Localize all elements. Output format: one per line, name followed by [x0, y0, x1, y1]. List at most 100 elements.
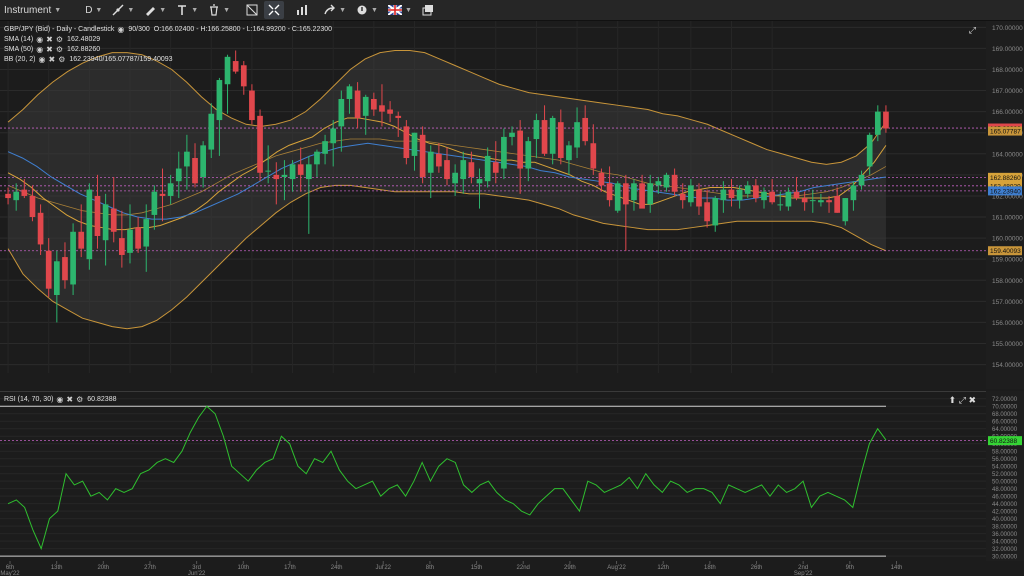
timeframe-selector[interactable]: D ▼ — [81, 1, 106, 19]
y-tick-label: 162.00000 — [992, 193, 1023, 200]
chevron-down-icon: ▼ — [404, 6, 412, 14]
gear-icon[interactable]: ⚙ — [76, 395, 84, 404]
rsi-y-tick-label: 68.00000 — [992, 412, 1018, 418]
rsi-y-tick-label: 52.00000 — [992, 472, 1018, 478]
language-button[interactable]: ▼ — [384, 1, 416, 19]
eye-icon[interactable]: ◉ — [117, 25, 125, 34]
candle-body — [127, 229, 133, 253]
candle-body — [704, 202, 710, 222]
rsi-panel-controls: ⬆ ⤢ ✖ — [949, 395, 976, 406]
chart-type-button[interactable] — [292, 1, 312, 19]
candle-body — [379, 105, 385, 112]
candle-body — [533, 120, 540, 140]
text-tool-button[interactable]: ▼ — [172, 1, 202, 19]
candle-body — [322, 141, 328, 154]
alert-icon — [357, 5, 367, 15]
candle-body — [427, 151, 434, 173]
x-tick-label: 17th — [284, 565, 296, 571]
candle-body — [70, 231, 76, 285]
gear-icon[interactable]: ⚙ — [58, 55, 66, 64]
x-tick-label: 26th — [751, 565, 763, 571]
price-chart[interactable]: 154.00000 155.00000 156.00000 157.00000 158.… — [0, 21, 1024, 389]
candle-body — [549, 117, 556, 154]
candle-body — [62, 257, 68, 281]
x-tick-label: Jul'22 — [376, 565, 392, 571]
candle-body — [598, 172, 605, 186]
candle-body — [110, 208, 117, 232]
candle-body — [13, 191, 20, 201]
rsi-y-tick-label: 58.00000 — [992, 450, 1018, 456]
brush-tool-button[interactable]: ▼ — [140, 1, 170, 19]
timeframe-label: D — [85, 4, 93, 16]
candle-body — [362, 96, 369, 116]
eye-icon[interactable]: ◉ — [36, 45, 44, 54]
candle-body — [387, 109, 393, 114]
uk-flag-icon — [387, 5, 402, 15]
chevron-down-icon: ▼ — [223, 6, 231, 14]
candle-body — [769, 191, 775, 203]
candle-body — [151, 191, 158, 215]
rsi-y-tick-label: 60.00000 — [992, 442, 1018, 448]
x-tick-label: 20th — [97, 565, 109, 571]
y-tick-label: 160.00000 — [992, 236, 1023, 243]
x-tick-sublabel: Jun'22 — [188, 571, 206, 576]
eye-icon[interactable]: ◉ — [36, 35, 44, 44]
candle-body — [574, 122, 580, 148]
move-up-icon[interactable]: ⬆ — [948, 395, 957, 405]
delete-tool-button[interactable]: ▼ — [204, 1, 234, 19]
crosshair-button[interactable] — [264, 1, 285, 19]
gear-icon[interactable]: ⚙ — [55, 35, 64, 44]
text-icon — [178, 5, 187, 15]
candle-body — [200, 145, 206, 177]
eye-icon[interactable]: ◉ — [38, 55, 46, 64]
x-tick-label: 29th — [564, 565, 576, 571]
x-tick-label: 18th — [704, 565, 716, 571]
x-tick-label: 22nd — [517, 565, 530, 571]
candle-body — [21, 189, 28, 196]
candle-body — [492, 162, 499, 173]
share-button[interactable]: ▼ — [320, 1, 350, 19]
price-label-box — [988, 181, 1022, 191]
layout-button[interactable] — [242, 1, 262, 19]
maximize-icon[interactable]: ⤢ — [958, 395, 966, 405]
candle-body — [826, 200, 832, 203]
bollinger-upper-line — [7, 50, 887, 165]
bar-count: 90/300 — [128, 26, 150, 33]
price-axis-background — [986, 21, 1024, 389]
line-tool-button[interactable]: ▼ — [108, 1, 138, 19]
close-icon[interactable]: ✖ — [46, 35, 53, 44]
rsi-y-tick-label: 56.00000 — [992, 457, 1018, 463]
x-tick-label: 13th — [51, 565, 63, 571]
eye-icon[interactable]: ◉ — [56, 395, 64, 404]
candle-body — [289, 164, 296, 180]
candle-body — [411, 132, 418, 156]
expand-icon — [268, 4, 280, 16]
rsi-legend: RSI (14, 70, 30) ◉ ✖ ⚙ 60.82388 — [4, 395, 116, 405]
close-icon[interactable]: ✖ — [66, 395, 74, 404]
close-icon[interactable]: ✖ — [46, 45, 53, 54]
candle-body — [517, 130, 524, 169]
maximize-icon[interactable]: ⤢ — [968, 25, 976, 35]
candle-body — [232, 61, 239, 72]
close-icon[interactable]: ✖ — [968, 395, 976, 405]
sma14-label: SMA (14) — [4, 36, 34, 43]
y-tick-label: 157.00000 — [992, 299, 1023, 306]
candle-body — [484, 155, 491, 182]
y-tick-label: 159.00000 — [992, 257, 1023, 264]
rsi-background — [0, 391, 1024, 576]
candle-body — [842, 198, 849, 222]
candle-body — [663, 174, 670, 188]
sma50-value: 162.88260 — [67, 46, 101, 53]
alert-button[interactable]: ▼ — [352, 1, 382, 19]
instrument-selector[interactable]: Instrument ▼ — [0, 1, 65, 19]
price-panel-controls: ⤢ — [969, 25, 976, 36]
candle-body — [78, 231, 85, 249]
close-icon[interactable]: ✖ — [48, 55, 56, 64]
snapshot-button[interactable] — [418, 1, 438, 19]
rsi-y-tick-label: 30.00000 — [992, 555, 1018, 561]
candle-body — [606, 183, 613, 201]
gear-icon[interactable]: ⚙ — [55, 45, 64, 54]
candle-body — [403, 126, 410, 159]
sma50-label: SMA (50) — [4, 46, 34, 53]
